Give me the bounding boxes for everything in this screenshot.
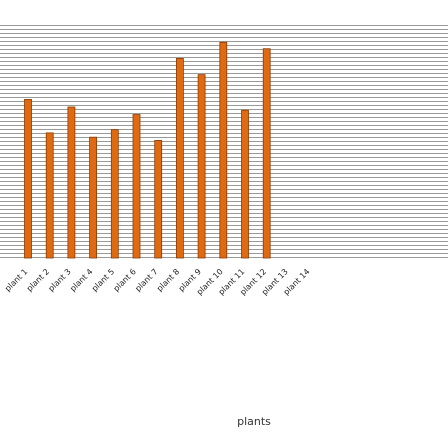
x-tick-label: plant 6 <box>112 267 138 293</box>
bar <box>24 99 32 259</box>
x-tick-label: plant 8 <box>155 267 181 293</box>
bar <box>241 109 249 259</box>
bar <box>132 114 141 259</box>
bar <box>175 58 184 259</box>
x-tick-label: plant 7 <box>133 267 159 293</box>
bar <box>45 132 54 259</box>
x-tick-label: plant 2 <box>25 267 51 293</box>
bar <box>67 106 76 259</box>
bar <box>154 140 163 259</box>
x-axis-label: plants <box>237 415 271 428</box>
bar <box>197 74 206 259</box>
x-tick-label: plant 4 <box>68 267 94 293</box>
bar-series <box>24 41 271 259</box>
x-tick-label: plant 5 <box>90 267 116 293</box>
bar <box>262 48 271 259</box>
x-tick-label: plant 1 <box>3 267 29 293</box>
bar <box>110 129 119 259</box>
bar <box>219 41 228 259</box>
x-tick-label: plant 3 <box>47 267 73 293</box>
bar <box>89 136 97 259</box>
